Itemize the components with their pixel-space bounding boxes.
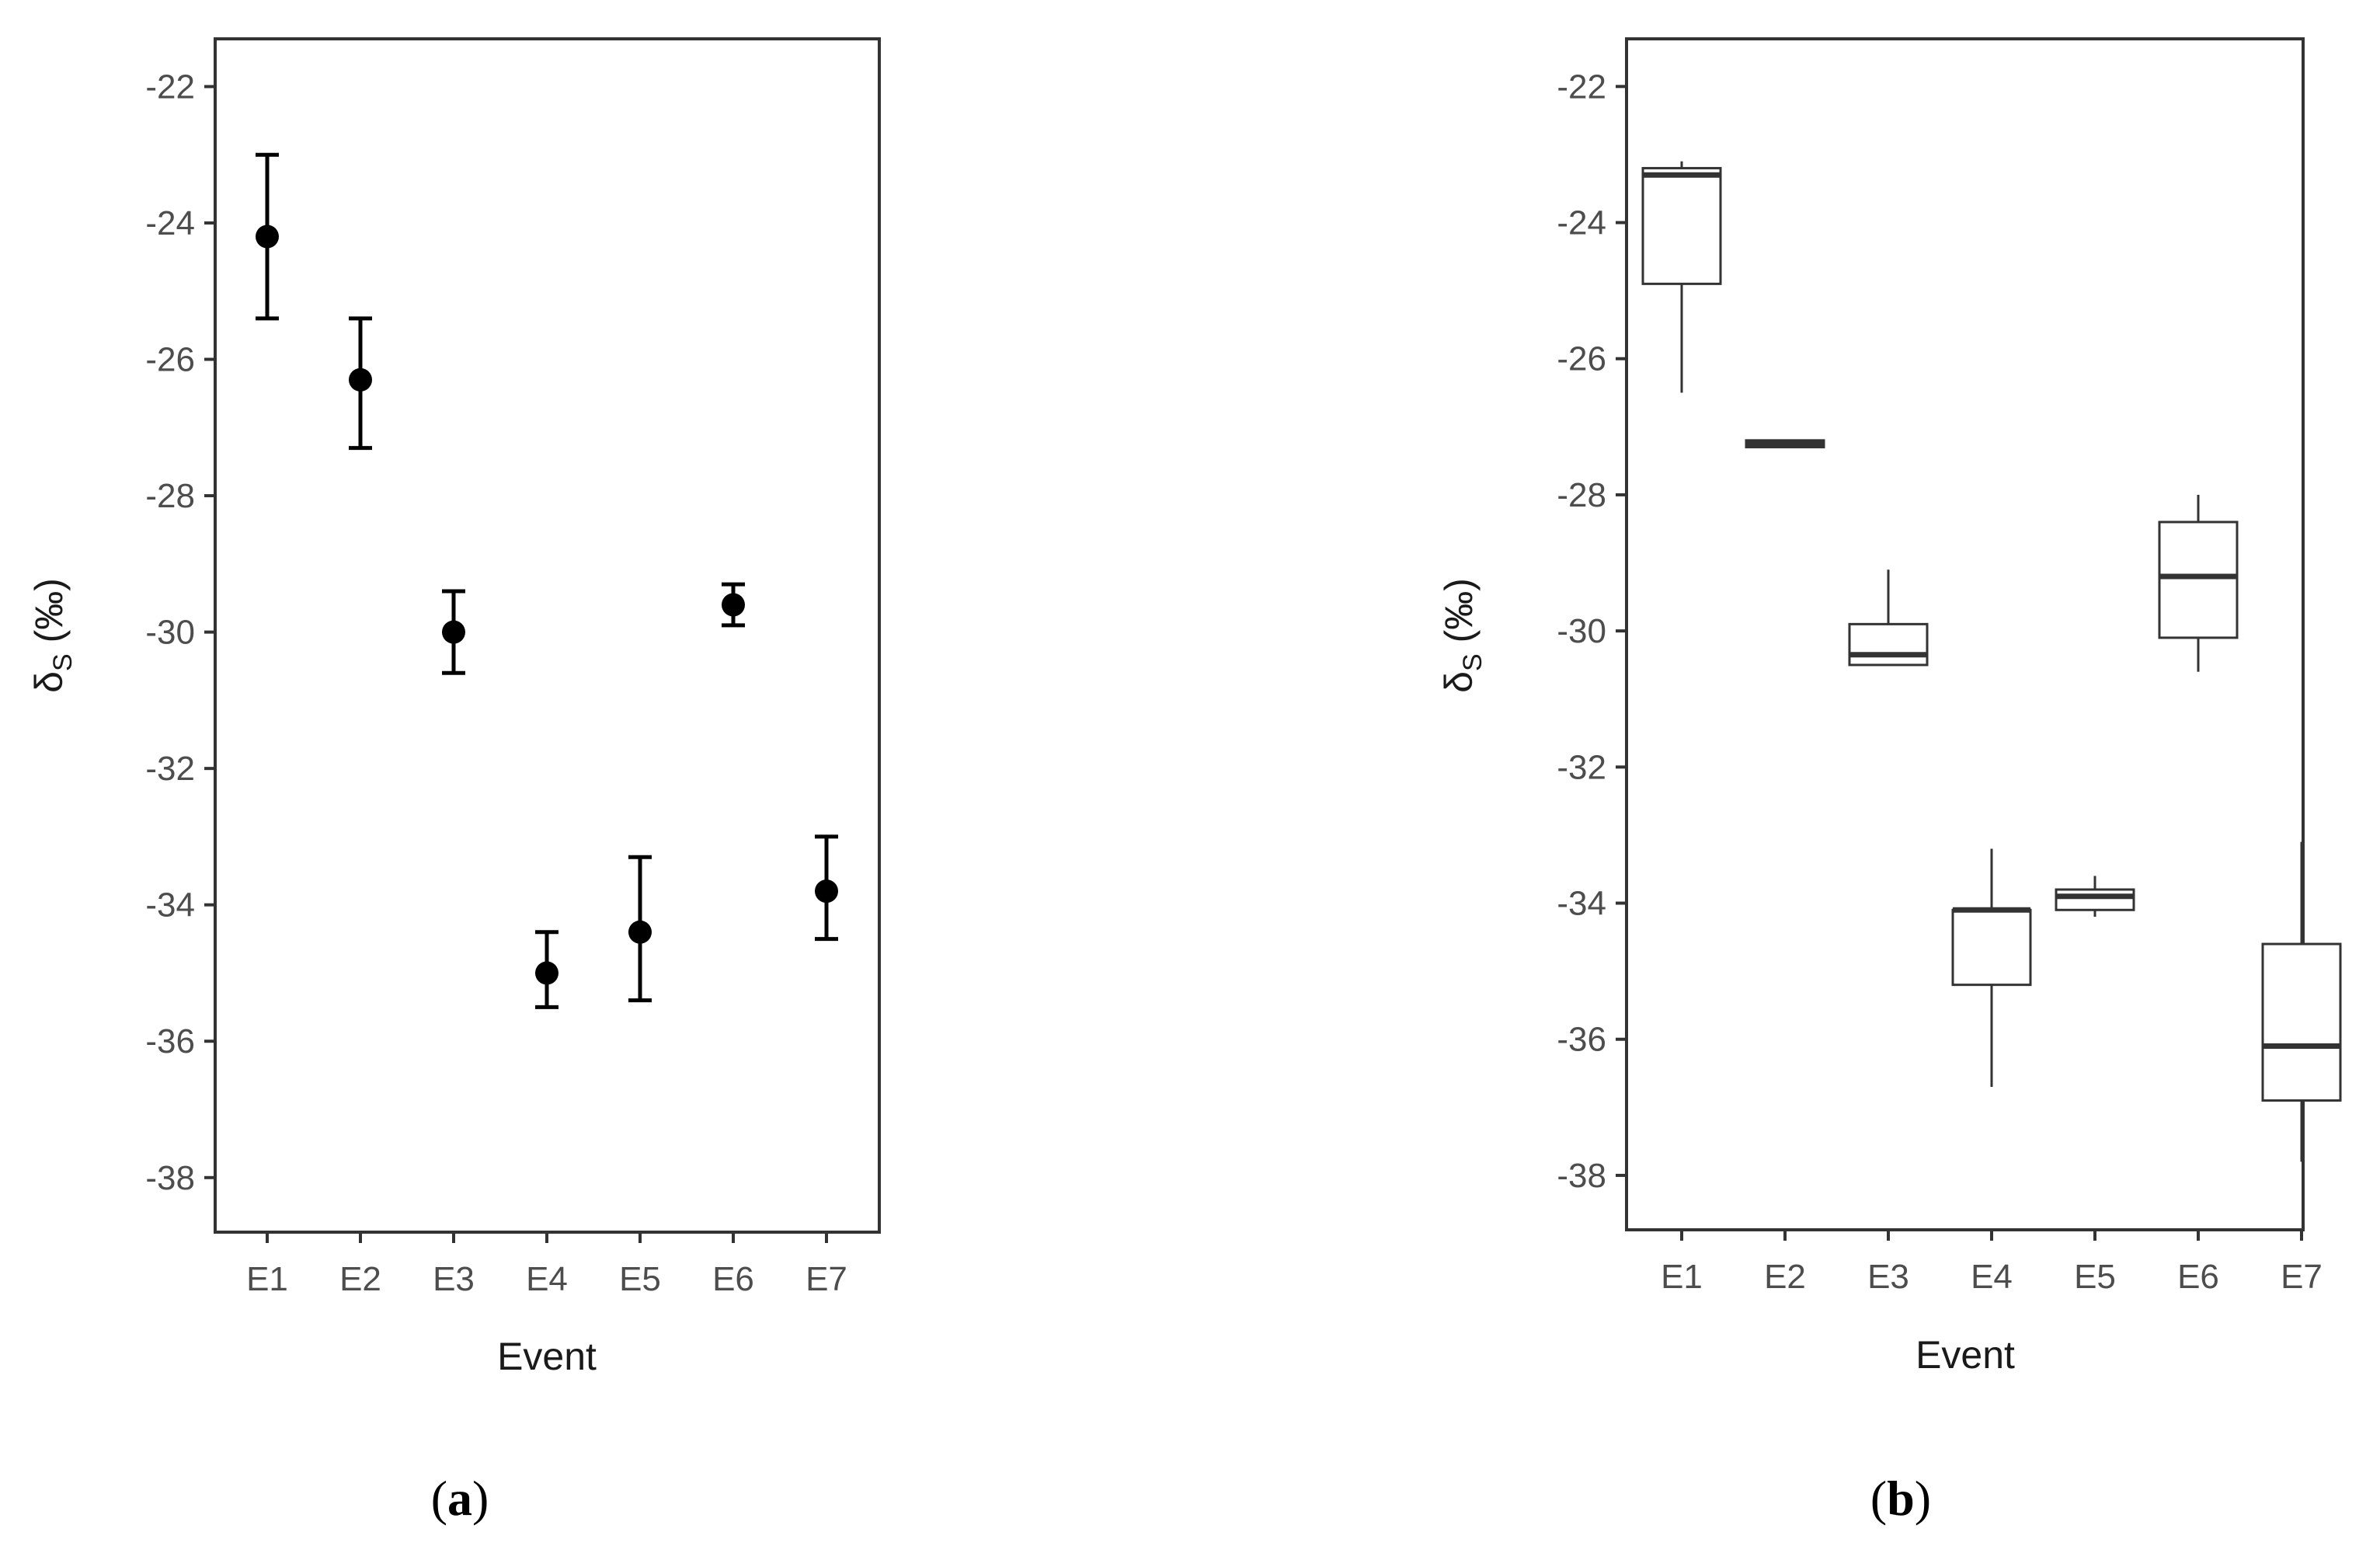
panel-b-x-tick-label-e2: E2 [1764, 1258, 1806, 1296]
panel-a-y-axis: -22 -24 -26 -28 -30 -32 -34 -36 -38 [145, 68, 215, 1197]
panel-b-y-tick-label: -34 [1557, 885, 1606, 923]
panel-a-label-letter: a [447, 1471, 472, 1526]
panel-a-x-axis-title: Event [497, 1335, 597, 1378]
panel-a-y-axis-symbol: δ [27, 671, 71, 693]
panel-b-x-axis: E1 E2 E3 E4 E5 E6 E7 [1661, 1230, 2323, 1296]
panel-b-x-tick-label-e7: E7 [2281, 1258, 2323, 1296]
panel-a-x-tick-label-e4: E4 [526, 1260, 568, 1298]
panel-b-e6-iqr-box [2158, 521, 2239, 639]
panel-b-label: (b) [1870, 1471, 1931, 1526]
panel-b-e7-iqr-box [2261, 942, 2342, 1102]
panel-b-x-tick-label-e5: E5 [2074, 1258, 2116, 1296]
panel-b-y-axis-unit: (‰) [1437, 578, 1481, 653]
panel-b-e5-iqr-box [2055, 888, 2135, 911]
panel-b-y-axis-symbol: δ [1437, 671, 1481, 693]
panel-b-y-axis: -22 -24 -26 -28 -30 -32 -34 -36 -38 [1557, 68, 1627, 1195]
panel-b-y-tick-label: -28 [1557, 476, 1606, 514]
panel-a-y-tick-label: -30 [145, 614, 195, 652]
panel-b-e3-iqr-box [1848, 622, 1929, 667]
panel-a-e5-mean-point [628, 920, 652, 944]
panel-a-y-tick-label: -24 [145, 204, 195, 242]
panel-a-label: (a) [431, 1471, 489, 1526]
panel-a-e3-mean-point [442, 620, 465, 644]
panel-b-y-tick-label: -26 [1557, 340, 1606, 378]
panel-b-boxplot-chart: -22 -24 -26 -28 -30 -32 -34 -36 -38 E1 E2 E3 E4 E5 E6… [1437, 37, 2342, 1526]
panel-a-y-tick-label: -26 [145, 341, 195, 379]
panel-b-x-tick-label-e3: E3 [1867, 1258, 1909, 1296]
panel-b-e1-iqr-box [1641, 166, 1722, 285]
panel-a-y-axis-subscript: S [48, 653, 78, 671]
panel-a-y-tick-label: -28 [145, 477, 195, 515]
panel-b-x-tick-label-e1: E1 [1661, 1258, 1703, 1296]
panel-a-e6-mean-point [722, 593, 745, 617]
panel-a-e2-mean-point [349, 367, 372, 392]
panel-b-x-axis-title: Event [1915, 1333, 2015, 1377]
panel-a-y-axis-title: δS (‰) [27, 578, 78, 693]
panel-b-y-tick-label: -24 [1557, 204, 1606, 242]
panel-a-data-marks [256, 152, 838, 1009]
panel-b-y-axis-title: δS (‰) [1437, 578, 1488, 693]
panel-b-data-marks [1641, 161, 2342, 1162]
panel-a-x-tick-label-e3: E3 [433, 1260, 475, 1298]
panel-a-x-tick-label-e7: E7 [806, 1260, 847, 1298]
panel-a-y-tick-label: -38 [145, 1159, 195, 1197]
panel-a-errorbar-chart: -22 -24 -26 -28 -30 -32 -34 -36 -38 E1 E2 E3 E4 E5 E6… [27, 37, 881, 1526]
panel-b-y-tick-label: -30 [1557, 612, 1606, 650]
panel-a-y-tick-label: -32 [145, 750, 195, 788]
panel-a-x-axis: E1 E2 E3 E4 E5 E6 E7 [246, 1232, 847, 1298]
panel-b-y-tick-label: -32 [1557, 748, 1606, 786]
panel-b-y-tick-label: -22 [1557, 68, 1606, 106]
panel-b-y-axis-subscript: S [1458, 653, 1488, 671]
panel-a-x-tick-label-e2: E2 [339, 1260, 381, 1298]
panel-a-y-tick-label: -22 [145, 68, 195, 106]
panel-b-label-letter: b [1887, 1471, 1915, 1526]
panel-a-e7-mean-point [815, 879, 838, 904]
panel-b-e4-iqr-box [1951, 908, 2032, 987]
panel-b-x-tick-label-e6: E6 [2177, 1258, 2219, 1296]
panel-a-x-tick-label-e5: E5 [619, 1260, 661, 1298]
panel-a-plot-frame [214, 37, 881, 1234]
panel-b-y-tick-label: -36 [1557, 1021, 1606, 1059]
panel-a-y-axis-unit: (‰) [27, 578, 71, 653]
panel-a-y-tick-label: -36 [145, 1022, 195, 1060]
panel-b-plot-frame [1625, 37, 2305, 1231]
panel-a-e4-mean-point [535, 961, 558, 985]
panel-a-y-tick-label: -34 [145, 886, 195, 924]
panel-a-x-tick-label-e1: E1 [246, 1260, 288, 1298]
panel-a-x-tick-label-e6: E6 [712, 1260, 754, 1298]
panel-b-x-tick-label-e4: E4 [1971, 1258, 2013, 1296]
panel-b-y-tick-label: -38 [1557, 1157, 1606, 1195]
panel-a-e1-mean-point [256, 225, 279, 249]
